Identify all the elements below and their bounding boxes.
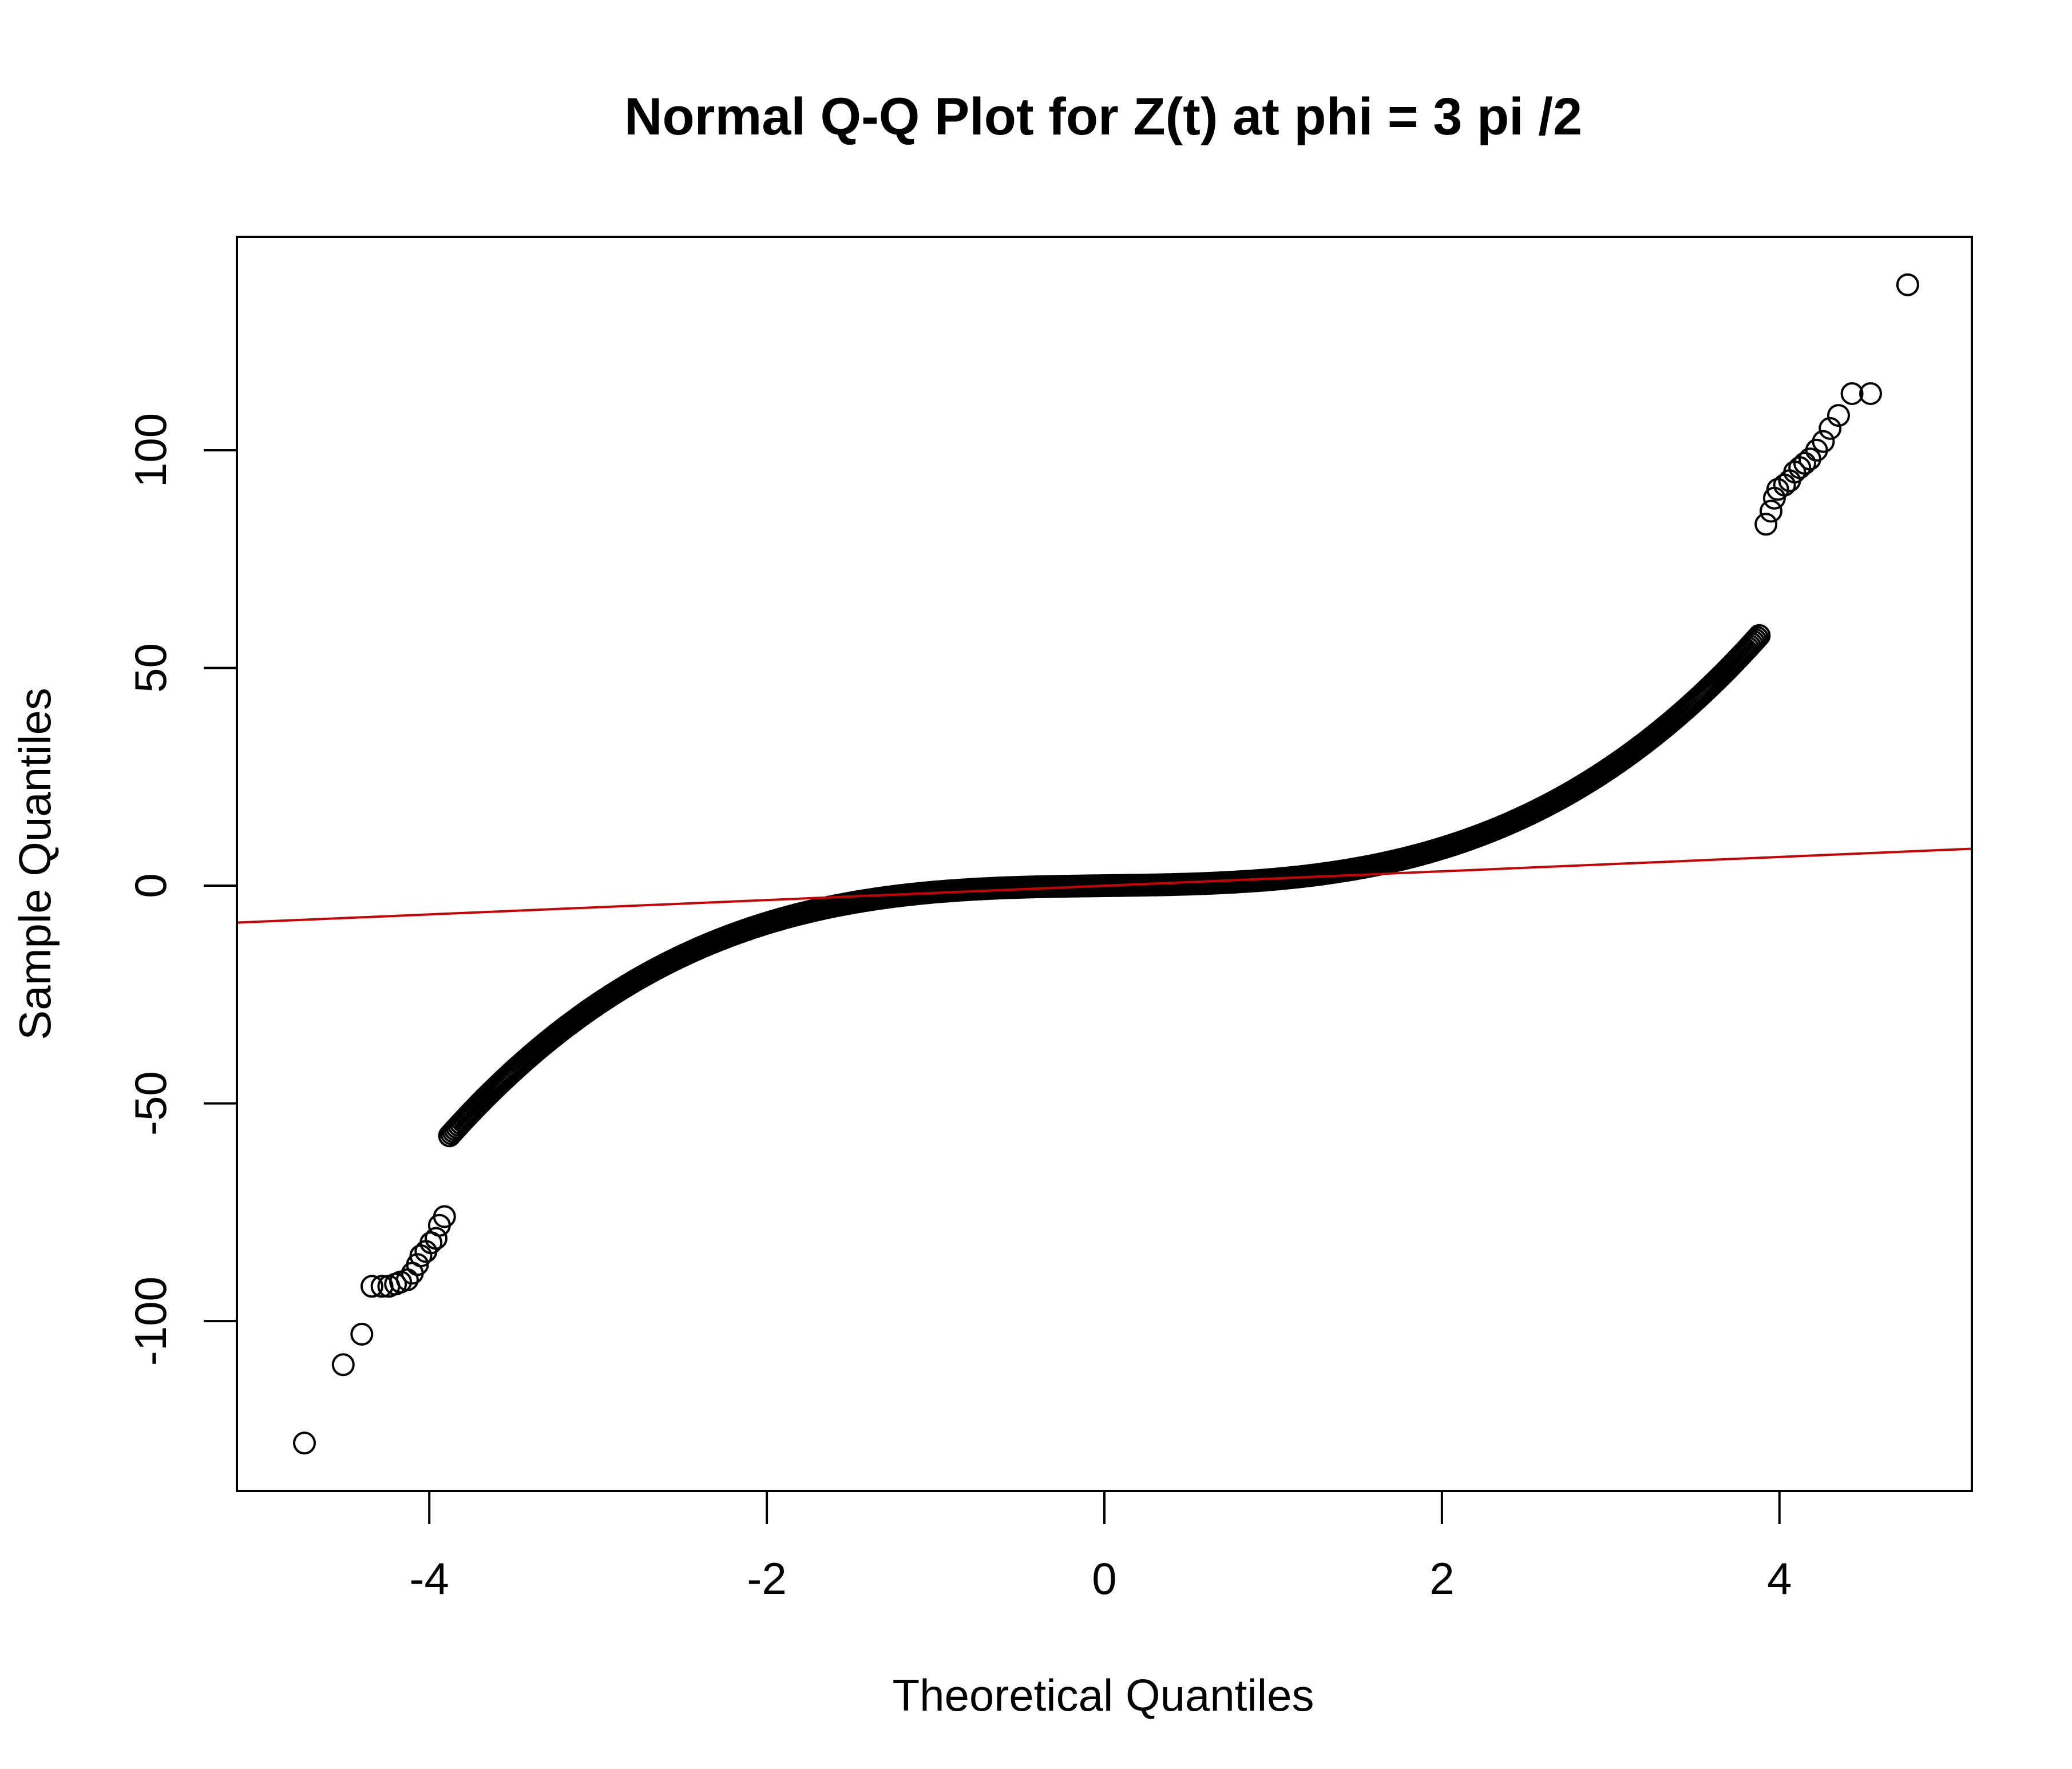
y-tick-label: 0 [125,873,176,898]
x-tick-label: -4 [410,1553,449,1604]
x-tick-label: 0 [1092,1553,1116,1604]
data-point [1760,499,1782,523]
y-tick-label: 100 [125,413,176,487]
data-point [1793,451,1816,475]
data-point [1812,430,1835,453]
x-axis: -4 -2 0 2 4 [410,1490,1792,1604]
reference-line-group [236,847,1972,924]
data-point [425,1227,447,1250]
data-point [1819,417,1842,440]
data-point [1744,628,1767,652]
data-point [1840,382,1864,405]
y-tick-label: 50 [125,643,176,693]
data-point [1896,273,1919,296]
data-point [360,1275,383,1298]
y-tick-label: -50 [125,1071,176,1136]
data-point [1742,630,1765,653]
data-point [1754,513,1778,536]
x-axis-label: Theoretical Quantiles [892,1670,1314,1720]
data-point [1748,624,1771,647]
y-axis: -100 -50 0 50 100 [125,413,238,1366]
data-point [433,1205,456,1228]
data-point [1746,626,1769,649]
y-tick-label: -100 [125,1276,176,1366]
data-point [1766,478,1789,501]
x-tick-label: 2 [1429,1553,1454,1604]
reference-line [236,847,1972,924]
x-tick-label: 4 [1767,1553,1792,1604]
chart-title: Normal Q-Q Plot for Z(t) at phi = 3 pi /… [624,88,1582,146]
x-tick-label: -2 [747,1553,786,1604]
data-point [350,1323,374,1346]
data-point [1827,404,1850,427]
data-point [293,1431,316,1455]
y-axis-label: Sample Quantiles [10,688,60,1040]
data-points [293,273,1919,1455]
data-point [331,1353,355,1377]
data-point [1740,632,1764,656]
data-point [1859,382,1882,405]
